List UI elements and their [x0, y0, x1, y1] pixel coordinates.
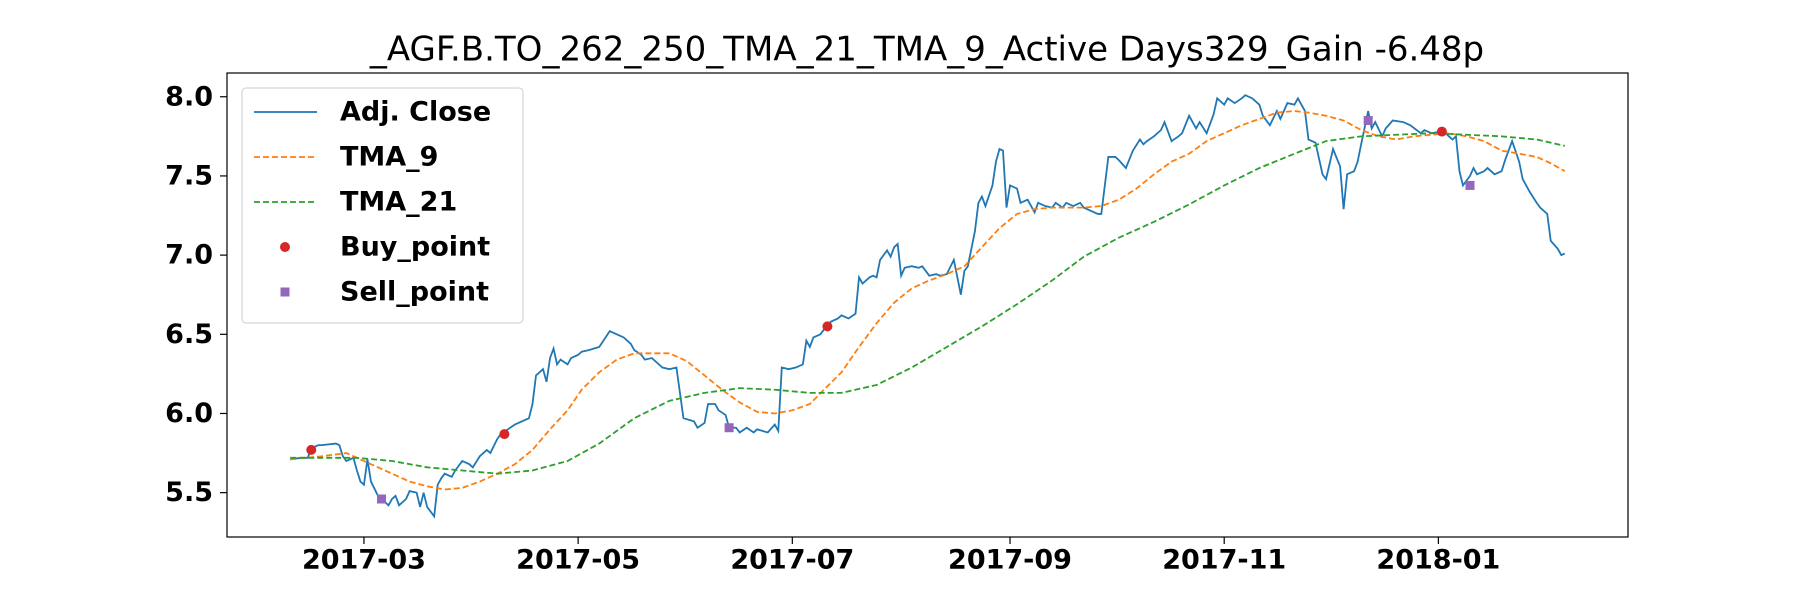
- sell-marker: [280, 287, 290, 297]
- y-tick-label: 7.0: [165, 240, 213, 271]
- buy-marker: [822, 321, 833, 332]
- series-line: [290, 94, 1566, 519]
- sell-marker: [376, 494, 386, 504]
- x-tick-label: 2017-07: [730, 545, 854, 576]
- legend-label: TMA_21: [340, 187, 457, 218]
- sell-marker: [1465, 180, 1475, 190]
- buy-marker: [499, 429, 510, 440]
- sell-marker: [1363, 116, 1373, 126]
- legend-label: Adj. Close: [340, 97, 491, 128]
- x-tick-label: 2017-11: [1162, 545, 1286, 576]
- plot-area: [290, 94, 1566, 519]
- buy-marker: [306, 444, 317, 455]
- sell-marker: [724, 423, 734, 433]
- chart-title: _AGF.B.TO_262_250_TMA_21_TMA_9_Active Da…: [369, 30, 1484, 70]
- x-tick-label: 2017-03: [302, 545, 426, 576]
- legend-label: TMA_9: [340, 142, 438, 173]
- series-line: [290, 132, 1565, 475]
- y-tick-label: 8.0: [165, 81, 213, 112]
- y-tick-label: 6.0: [165, 398, 213, 429]
- axes-frame: [226, 72, 1629, 538]
- x-tick-label: 2017-09: [948, 545, 1072, 576]
- series-line: [290, 110, 1566, 491]
- x-tick-label: 2017-05: [516, 545, 640, 576]
- legend: Adj. Close TMA_9 TMA_21 Buy_point Sell_point: [241, 87, 524, 324]
- legend-label: Buy_point: [340, 232, 490, 263]
- x-tick-label: 2018-01: [1376, 545, 1500, 576]
- buy-marker: [1436, 126, 1447, 137]
- legend-box: [241, 87, 524, 324]
- y-tick-label: 5.5: [165, 477, 213, 508]
- buy-marker: [280, 242, 290, 252]
- y-tick-label: 7.5: [165, 160, 213, 191]
- legend-label: Sell_point: [340, 277, 489, 308]
- y-tick-label: 6.5: [165, 319, 213, 350]
